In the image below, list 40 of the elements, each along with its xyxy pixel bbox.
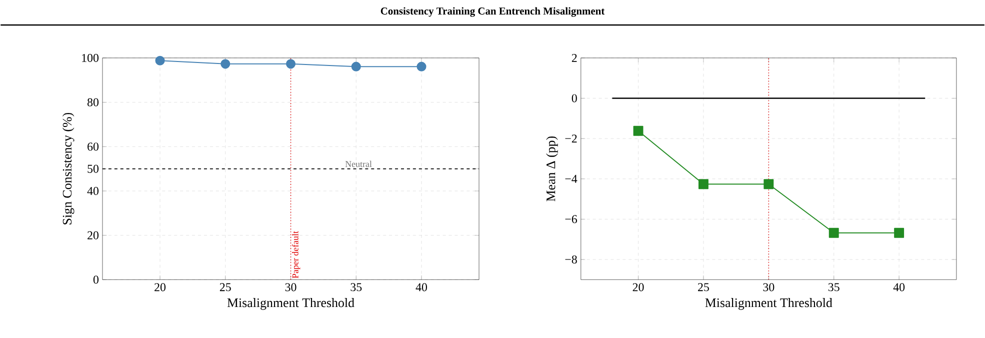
y-tick-label: −4 <box>565 175 578 184</box>
x-tick-label: 25 <box>698 283 709 292</box>
y-tick-label: 20 <box>88 231 99 240</box>
point <box>633 126 644 136</box>
x-tick-label: 20 <box>632 283 644 292</box>
point <box>351 62 361 72</box>
point <box>698 179 708 190</box>
y-tick-label: 0 <box>93 276 99 284</box>
chart-title: Consistency Training Can Entrench Misalignment <box>380 7 605 17</box>
point <box>155 56 165 66</box>
x-tick-label: 40 <box>416 283 428 292</box>
x-tick-label: 35 <box>828 283 840 292</box>
point <box>286 59 296 69</box>
y-axis-title: Mean Δ (pp) <box>546 136 558 202</box>
x-axis-title: Misalignment Threshold <box>705 298 832 310</box>
y-tick-label: 60 <box>88 142 99 151</box>
x-tick-label: 40 <box>893 283 905 292</box>
y-tick-label: 50 <box>88 164 99 174</box>
y-tick-label: −6 <box>565 215 578 224</box>
x-tick-label: 30 <box>763 283 774 292</box>
point <box>416 62 426 72</box>
y-tick-label: 0 <box>572 94 577 102</box>
x-tick-label: 35 <box>350 283 362 292</box>
y-tick-label: −8 <box>565 256 577 264</box>
y-tick-label: −2 <box>565 134 577 143</box>
x-axis-title: Misalignment Threshold <box>227 298 354 310</box>
point <box>220 59 230 69</box>
ref-line-label: Neutral <box>345 161 372 168</box>
x-tick-label: 25 <box>220 283 231 292</box>
x-tick-label: 30 <box>285 283 296 292</box>
point <box>764 179 774 190</box>
x-tick-label: 20 <box>154 283 166 292</box>
y-axis-title: Sign Consistency (%) <box>62 113 74 225</box>
point <box>828 228 839 238</box>
point <box>894 228 904 238</box>
y-tick-label: 100 <box>82 54 99 62</box>
y-tick-label: 80 <box>87 98 99 106</box>
y-tick-label: 40 <box>87 187 99 196</box>
y-tick-label: 2 <box>572 54 577 62</box>
ref-line-label: Paper default <box>292 231 300 278</box>
